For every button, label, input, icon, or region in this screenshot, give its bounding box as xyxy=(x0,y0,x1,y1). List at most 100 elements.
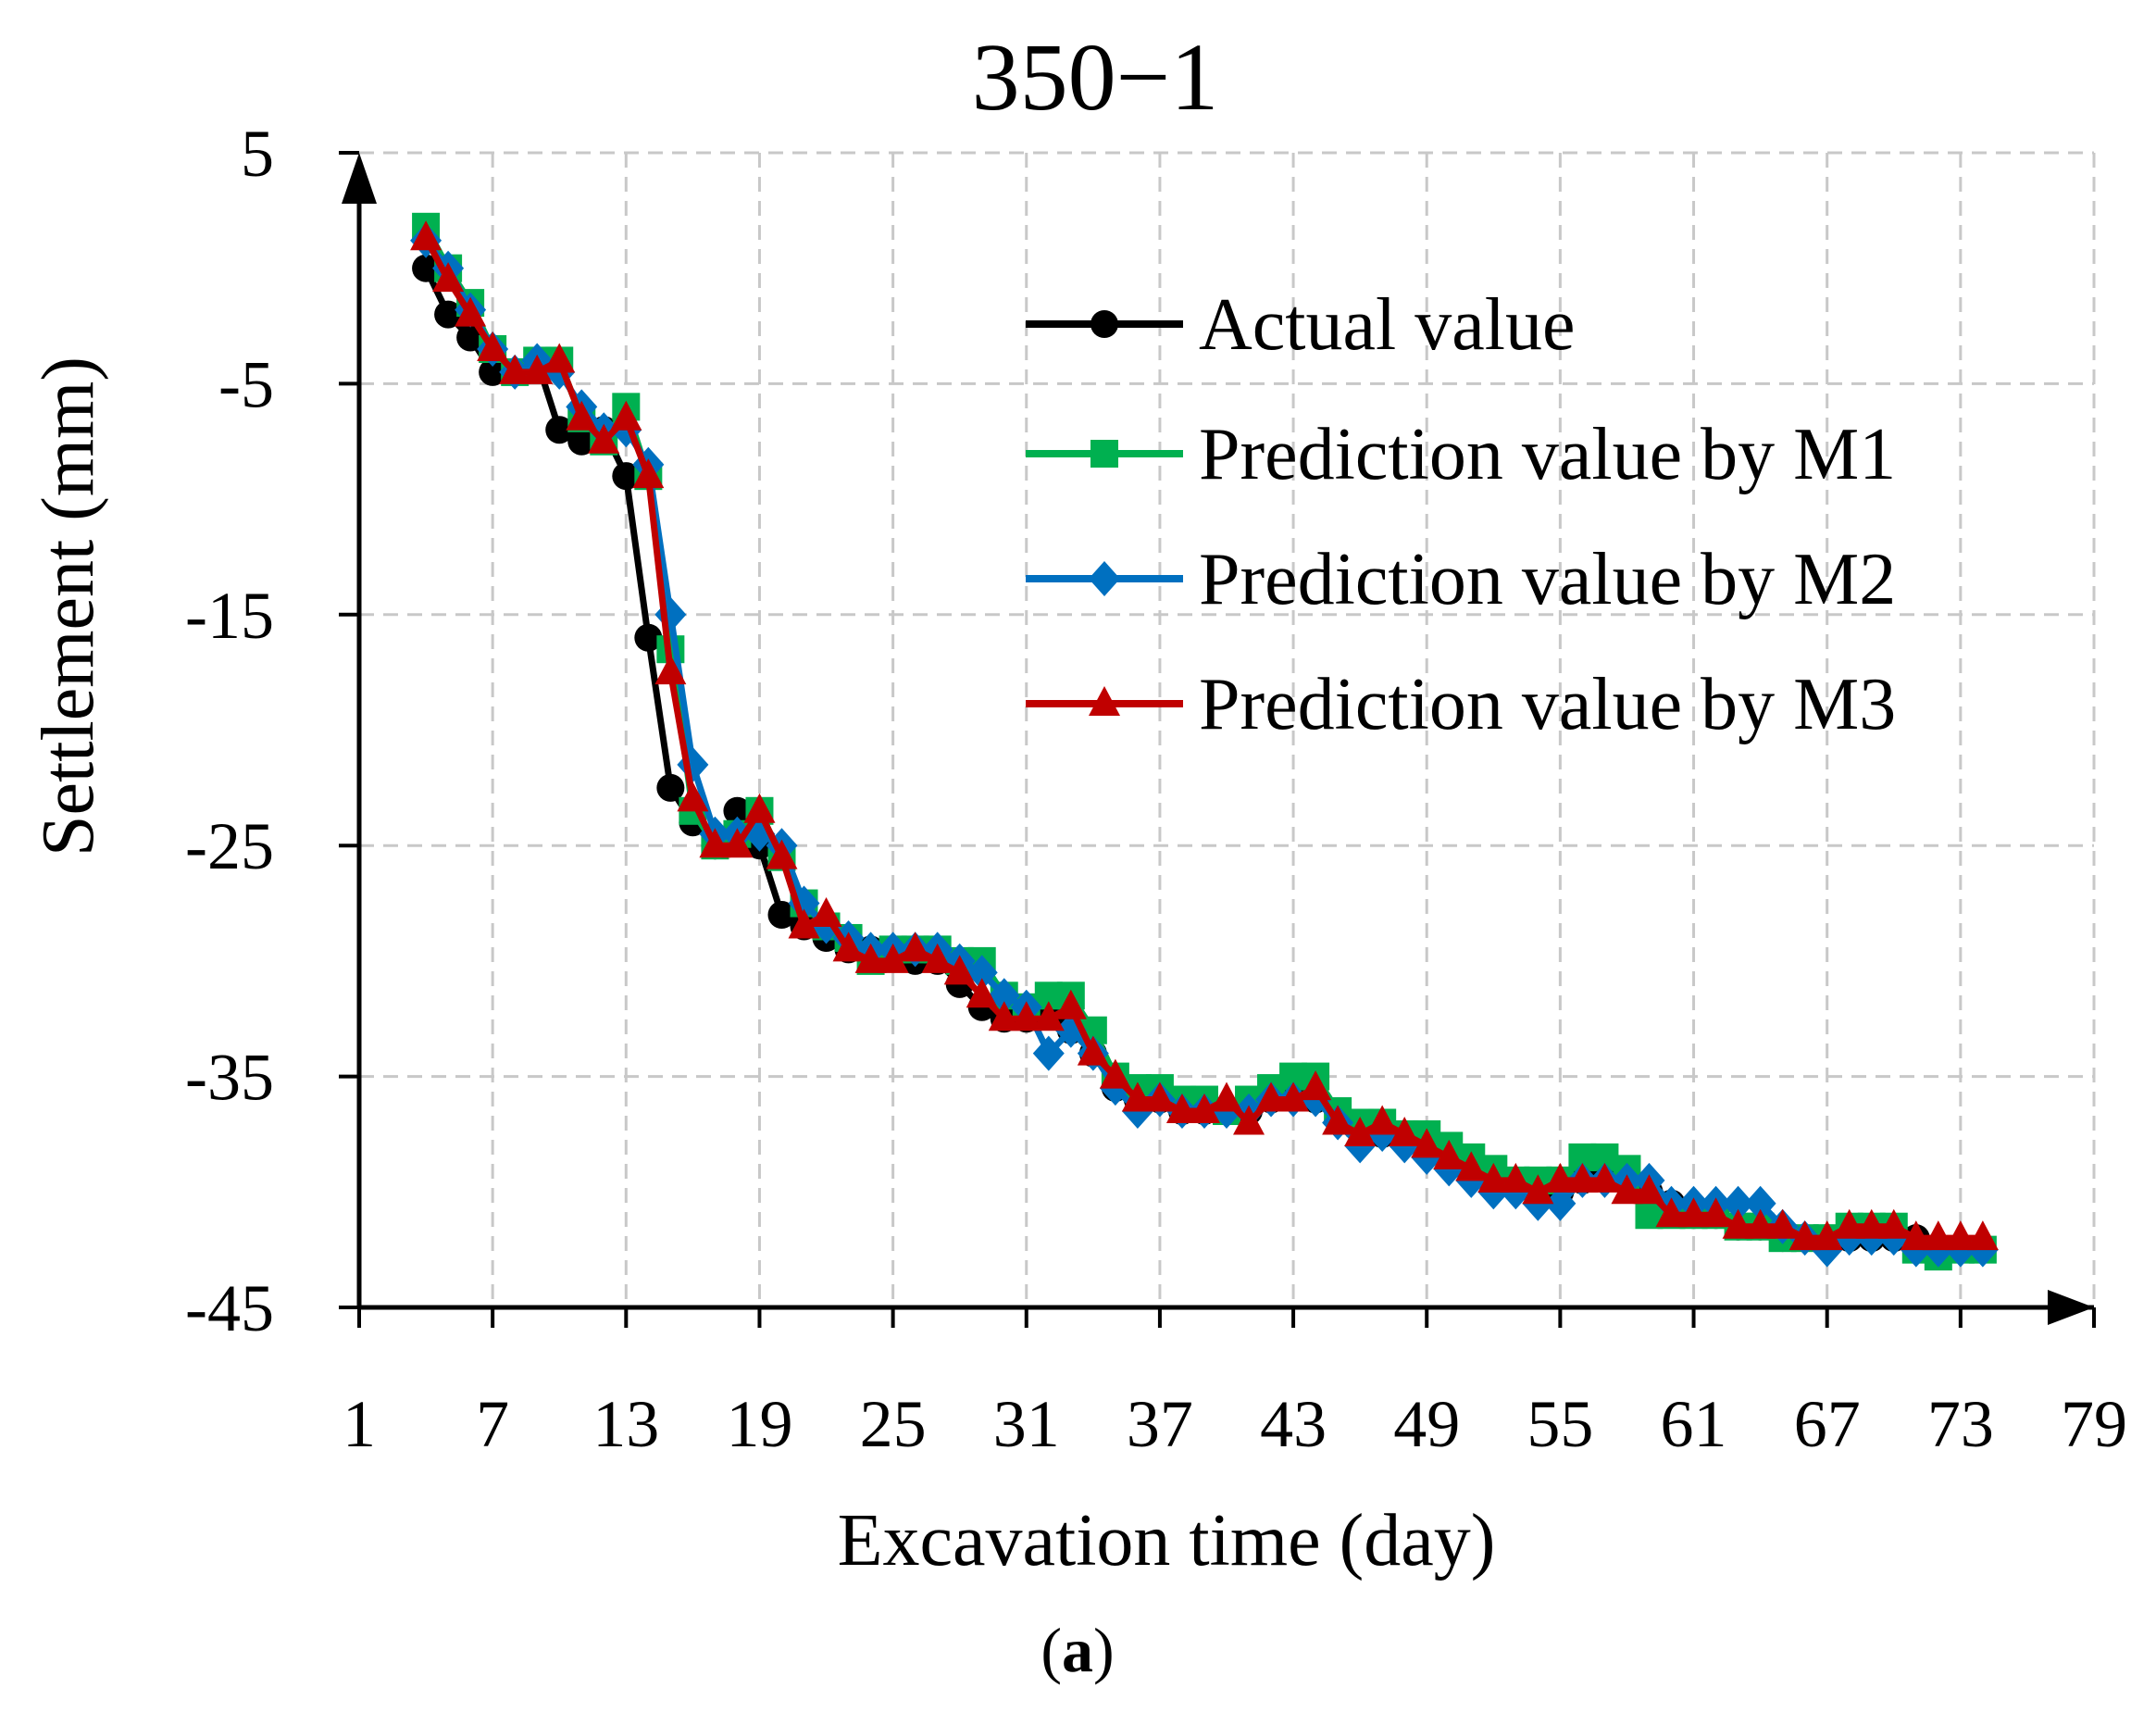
data-point xyxy=(1477,1162,1510,1193)
data-point xyxy=(477,331,509,361)
data-point xyxy=(521,354,554,384)
data-point xyxy=(1611,1174,1643,1205)
series-layer xyxy=(410,212,1999,1271)
data-point xyxy=(612,462,641,491)
data-point xyxy=(1165,1094,1198,1124)
data-point xyxy=(1744,1208,1776,1239)
data-point xyxy=(723,796,752,825)
data-point xyxy=(1233,1105,1265,1135)
data-point xyxy=(1322,1105,1354,1135)
y-tick-label: 5 xyxy=(241,117,274,191)
data-point xyxy=(877,943,909,973)
y-axis-title: Settlement (mm) xyxy=(28,356,109,856)
data-point xyxy=(543,343,576,373)
data-point xyxy=(677,781,709,812)
data-point xyxy=(1722,1185,1754,1221)
y-tick-label: -5 xyxy=(218,347,274,421)
data-point xyxy=(632,458,665,489)
legend-label: Prediction value by M2 xyxy=(1199,539,1896,620)
series-3 xyxy=(410,220,1999,1251)
legend-label: Actual value xyxy=(1199,284,1575,366)
y-tick-label: -25 xyxy=(185,809,274,883)
y-tick-label: -15 xyxy=(185,579,274,653)
x-tick-label: 19 xyxy=(726,1387,792,1461)
legend-marker xyxy=(1090,310,1118,338)
x-tick-label: 43 xyxy=(1260,1387,1327,1461)
data-point xyxy=(1700,1197,1732,1228)
data-point xyxy=(966,955,998,991)
caption-letter: a xyxy=(1062,1615,1093,1685)
chart-title: 350−1 xyxy=(972,24,1219,131)
data-point xyxy=(743,793,776,823)
data-point xyxy=(1121,1081,1153,1112)
data-point xyxy=(1411,1128,1443,1158)
legend-item-3: Prediction value by M3 xyxy=(1026,664,1896,745)
legend-label: Prediction value by M3 xyxy=(1199,664,1896,745)
data-point xyxy=(455,296,487,327)
data-point xyxy=(1744,1185,1776,1221)
data-point xyxy=(410,220,442,251)
data-point xyxy=(921,943,953,973)
data-point xyxy=(1544,1185,1576,1221)
x-tick-label: 49 xyxy=(1393,1387,1460,1461)
x-tick-label: 61 xyxy=(1661,1387,1727,1461)
data-point xyxy=(1099,1058,1131,1089)
data-point xyxy=(832,931,865,962)
data-point xyxy=(1433,1139,1465,1169)
data-point xyxy=(545,416,574,444)
data-point xyxy=(1966,1220,1999,1251)
data-point xyxy=(1677,1197,1710,1228)
data-point xyxy=(1032,1035,1065,1071)
data-point xyxy=(634,623,663,652)
legend-item-1: Prediction value by M1 xyxy=(1026,414,1896,495)
x-tick-label: 67 xyxy=(1794,1387,1861,1461)
legend-marker xyxy=(1090,440,1118,468)
x-tick-label: 37 xyxy=(1127,1387,1193,1461)
data-point xyxy=(1766,1208,1799,1239)
y-axis-arrow xyxy=(342,153,377,204)
figure-caption: (a) xyxy=(1041,1615,1114,1685)
caption-close: ) xyxy=(1093,1615,1115,1685)
data-point xyxy=(966,978,998,1008)
legend: Actual value Prediction value by M1 Predic… xyxy=(1026,284,1896,745)
data-point xyxy=(899,931,931,962)
data-point xyxy=(1544,1162,1576,1193)
data-point xyxy=(1944,1220,1976,1251)
data-point xyxy=(1922,1220,1954,1251)
legend-item-0: Actual value xyxy=(1026,284,1575,366)
data-point xyxy=(1722,1208,1754,1239)
data-point xyxy=(1277,1081,1310,1112)
data-point xyxy=(721,828,754,858)
data-point xyxy=(1833,1208,1865,1239)
data-point xyxy=(1566,1162,1599,1193)
data-point xyxy=(766,839,798,869)
x-axis-arrow xyxy=(2048,1290,2094,1325)
legend-item-2: Prediction value by M2 xyxy=(1026,539,1896,620)
data-point xyxy=(854,943,887,973)
data-point xyxy=(1811,1220,1843,1251)
data-point xyxy=(1188,1094,1220,1124)
data-point xyxy=(1455,1151,1488,1181)
x-tick-label: 73 xyxy=(1927,1387,1994,1461)
data-point xyxy=(699,828,731,858)
data-point xyxy=(1522,1174,1554,1205)
data-point xyxy=(1054,989,1087,1019)
data-point xyxy=(1143,1081,1176,1112)
data-point xyxy=(656,773,685,802)
caption-open: ( xyxy=(1041,1615,1062,1685)
data-point xyxy=(988,978,1020,1014)
data-point xyxy=(1366,1105,1399,1135)
data-point xyxy=(1344,1116,1377,1146)
data-point xyxy=(988,1001,1020,1031)
x-tick-label: 7 xyxy=(476,1387,509,1461)
data-point xyxy=(610,400,642,431)
y-tick-label: -45 xyxy=(185,1271,274,1345)
data-point xyxy=(566,400,598,431)
legend-marker xyxy=(1089,561,1120,596)
data-point xyxy=(567,427,596,456)
x-tick-label: 13 xyxy=(592,1387,659,1461)
x-tick-label: 55 xyxy=(1527,1387,1593,1461)
legend-label: Prediction value by M1 xyxy=(1199,414,1896,495)
